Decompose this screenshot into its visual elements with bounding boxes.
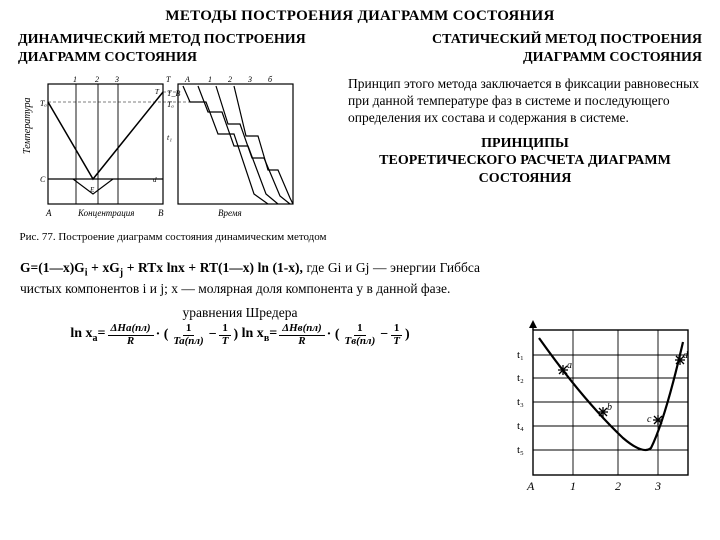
static-diagram: a b c d t₁ t₂ t₃ t₄ t₅ A 1 2 3: [503, 320, 698, 500]
svg-text:d: d: [153, 176, 157, 184]
right-column: СТАТИЧЕСКИЙ МЕТОД ПОСТРОЕНИЯ ДИАГРАММ СО…: [348, 31, 702, 243]
gibbs-formula: G=(1—x)Gi + xGj + RTx lnx + RT(1—x) ln (…: [20, 259, 480, 297]
svg-text:2: 2: [228, 75, 232, 84]
svg-text:2: 2: [95, 75, 99, 84]
right-heading: СТАТИЧЕСКИЙ МЕТОД ПОСТРОЕНИЯ ДИАГРАММ СО…: [348, 31, 702, 66]
diagram-bottom-svg: a b c d t₁ t₂ t₃ t₄ t₅ A 1 2 3: [503, 320, 698, 500]
third-heading-l2: ТЕОРЕТИЧЕСКОГО РАСЧЕТА ДИАГРАММ СОСТОЯНИ…: [379, 153, 671, 186]
left-column: ДИНАМИЧЕСКИЙ МЕТОД ПОСТРОЕНИЯ ДИАГРАММ С…: [18, 31, 328, 243]
page-title: МЕТОДЫ ПОСТРОЕНИЯ ДИАГРАММ СОСТОЯНИЯ: [0, 0, 720, 25]
svg-text:E: E: [89, 186, 95, 194]
svg-text:T: T: [166, 75, 171, 84]
svg-text:T_B: T_B: [167, 89, 180, 98]
left-heading: ДИНАМИЧЕСКИЙ МЕТОД ПОСТРОЕНИЯ ДИАГРАММ С…: [18, 31, 328, 66]
svg-text:a: a: [567, 360, 572, 371]
third-heading-l1: ПРИНЦИПЫ: [481, 136, 569, 151]
static-method-text: Принцип этого метода заключается в фикса…: [348, 76, 702, 127]
formula-a: ln xa= ΔHa(пл)R · ( 1Ta(пл) − 1T ): [70, 323, 238, 347]
svg-text:Tₐ: Tₐ: [40, 99, 47, 108]
svg-text:C: C: [40, 175, 46, 184]
svg-text:B: B: [158, 208, 164, 218]
svg-text:t₁: t₁: [167, 133, 172, 142]
svg-text:3: 3: [114, 75, 119, 84]
diagram-caption: Рис. 77. Построение диаграмм состояния д…: [18, 231, 328, 243]
two-columns: ДИНАМИЧЕСКИЙ МЕТОД ПОСТРОЕНИЯ ДИАГРАММ С…: [0, 25, 720, 243]
svg-text:Концентрация: Концентрация: [77, 208, 134, 218]
svg-text:Время: Время: [218, 208, 242, 218]
svg-text:3: 3: [247, 75, 252, 84]
svg-text:t₁: t₁: [517, 349, 524, 361]
svg-text:Tₐ: Tₐ: [167, 100, 174, 109]
shreder-formulas: ln xa= ΔHa(пл)R · ( 1Ta(пл) − 1T ) ln xв…: [0, 323, 480, 347]
svg-text:t₃: t₃: [517, 396, 524, 408]
shreder-label: уравнения Шредера: [0, 305, 480, 321]
svg-text:t₂: t₂: [517, 372, 524, 384]
svg-text:1: 1: [208, 75, 212, 84]
svg-text:Температура: Температура: [22, 98, 33, 155]
svg-text:t₄: t₄: [517, 420, 524, 432]
svg-text:T: T: [155, 88, 160, 96]
dynamic-diagram: 1 2 3 T A 1 2 3 б T_B Tₐ: [18, 74, 328, 243]
svg-text:3: 3: [654, 479, 661, 493]
svg-text:t₅: t₅: [517, 444, 524, 456]
svg-text:1: 1: [570, 479, 576, 493]
svg-text:2: 2: [615, 479, 621, 493]
svg-text:b: b: [607, 402, 612, 413]
svg-text:A: A: [526, 479, 535, 493]
third-heading: ПРИНЦИПЫ ТЕОРЕТИЧЕСКОГО РАСЧЕТА ДИАГРАММ…: [348, 135, 702, 188]
svg-text:б: б: [268, 75, 273, 84]
diagram-top-svg: 1 2 3 T A 1 2 3 б T_B Tₐ: [18, 74, 303, 229]
svg-text:A: A: [45, 208, 52, 218]
svg-text:c: c: [647, 414, 652, 425]
svg-text:A: A: [184, 75, 190, 84]
formula-b: ln xв= ΔHв(пл)R · ( 1Tв(пл) − 1T ): [242, 323, 410, 347]
svg-text:1: 1: [73, 75, 77, 84]
